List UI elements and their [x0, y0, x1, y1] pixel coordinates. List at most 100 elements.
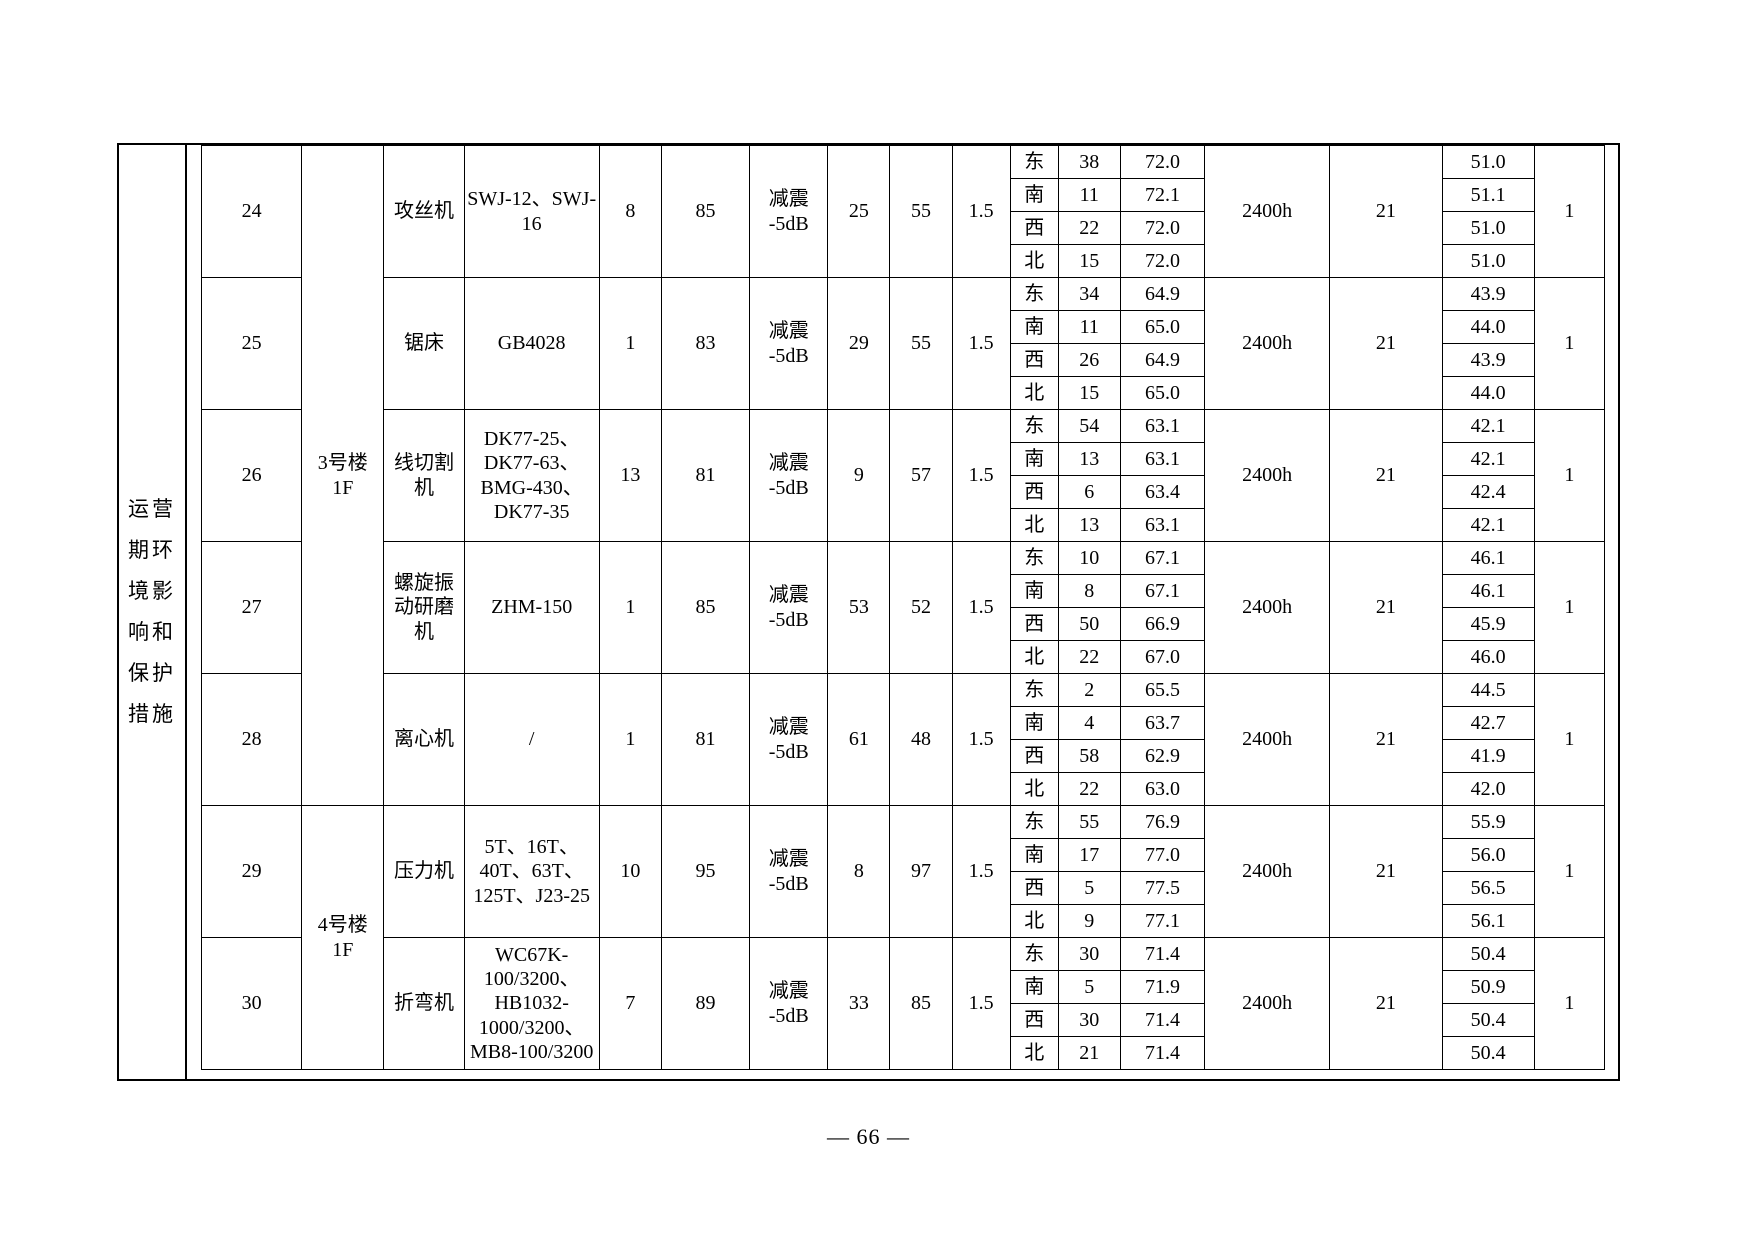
boundary-value-cell: 42.1: [1441, 409, 1535, 443]
direction-cell: 南: [1009, 442, 1059, 476]
standard-cell: 21: [1329, 673, 1443, 806]
value2-cell: 57: [889, 409, 953, 542]
count-cell: 1: [1533, 937, 1606, 1070]
distance-cell: 55: [1057, 805, 1121, 839]
machine-row-24-sub-1: 24 3号楼 1F 攻丝机 SWJ-12、SWJ-16 8 85 减震 -5dB 25 55 1.…: [200, 145, 1606, 806]
contribution-cell: 77.0: [1119, 838, 1206, 872]
source-noise-cell: 81: [660, 673, 751, 806]
distance-cell: 13: [1057, 442, 1121, 476]
distance-cell: 17: [1057, 838, 1121, 872]
distance-cell: 22: [1057, 211, 1121, 245]
contribution-cell: 64.9: [1119, 277, 1206, 311]
boundary-value-cell: 51.0: [1441, 145, 1535, 179]
value2-cell: 52: [889, 541, 953, 674]
machine-row-25-sub-1: 25 锯床 GB4028 1 83 减震 -5dB 29 55 1.5 东 34 64.9 2400h 2…: [200, 277, 1606, 410]
distance-cell: 38: [1057, 145, 1121, 179]
direction-cell: 北: [1009, 508, 1059, 542]
contribution-cell: 65.0: [1119, 310, 1206, 344]
machine-name-cell: 离心机: [383, 673, 465, 806]
count-cell: 1: [1533, 277, 1606, 410]
contribution-cell: 77.1: [1119, 904, 1206, 938]
contribution-cell: 71.4: [1119, 937, 1206, 971]
model-cell: ZHM-150: [463, 541, 600, 674]
table-frame: 运营 期环 境影 响和 保护 措施 24 3号楼 1F 攻丝机 SWJ-12、SWJ-…: [117, 143, 1620, 1081]
noise-table-body: 24 3号楼 1F 攻丝机 SWJ-12、SWJ-16 8 85 减震 -5dB 25 55 1.…: [200, 145, 1606, 1070]
distance-cell: 34: [1057, 277, 1121, 311]
value3-cell: 1.5: [951, 145, 1011, 278]
hours-cell: 2400h: [1204, 805, 1331, 938]
direction-cell: 东: [1009, 541, 1059, 575]
quantity-cell: 7: [598, 937, 662, 1070]
distance-cell: 30: [1057, 937, 1121, 971]
source-noise-cell: 95: [660, 805, 751, 938]
contribution-cell: 72.0: [1119, 244, 1206, 278]
contribution-cell: 72.1: [1119, 178, 1206, 212]
direction-cell: 南: [1009, 970, 1059, 1004]
boundary-value-cell: 55.9: [1441, 805, 1535, 839]
boundary-value-cell: 51.0: [1441, 211, 1535, 245]
machine-name-cell: 攻丝机: [383, 145, 465, 278]
boundary-value-cell: 44.5: [1441, 673, 1535, 707]
hours-cell: 2400h: [1204, 277, 1331, 410]
direction-cell: 西: [1009, 871, 1059, 905]
boundary-value-cell: 50.4: [1441, 937, 1535, 971]
measure-cell: 减震 -5dB: [749, 673, 829, 806]
direction-cell: 东: [1009, 805, 1059, 839]
measure-cell: 减震 -5dB: [749, 145, 829, 278]
value2-cell: 48: [889, 673, 953, 806]
direction-cell: 南: [1009, 574, 1059, 608]
standard-cell: 21: [1329, 937, 1443, 1070]
value3-cell: 1.5: [951, 805, 1011, 938]
value1-cell: 53: [827, 541, 891, 674]
direction-cell: 北: [1009, 376, 1059, 410]
direction-cell: 西: [1009, 211, 1059, 245]
boundary-value-cell: 41.9: [1441, 739, 1535, 773]
value2-cell: 55: [889, 145, 953, 278]
contribution-cell: 63.0: [1119, 772, 1206, 806]
direction-cell: 北: [1009, 904, 1059, 938]
contribution-cell: 71.4: [1119, 1003, 1206, 1037]
value3-cell: 1.5: [951, 277, 1011, 410]
distance-cell: 5: [1057, 970, 1121, 1004]
measure-cell: 减震 -5dB: [749, 805, 829, 938]
machine-row-29-sub-1: 29 4号楼 1F 压力机 5T、16T、40T、63T、 125T、J23-25 10…: [200, 805, 1606, 1070]
model-cell: /: [463, 673, 600, 806]
contribution-cell: 71.4: [1119, 1036, 1206, 1070]
machine-row-24-sub-3: 西 22 72.0 51.0: [202, 211, 1605, 245]
value1-cell: 61: [827, 673, 891, 806]
distance-cell: 13: [1057, 508, 1121, 542]
distance-cell: 15: [1057, 244, 1121, 278]
section-sidebar: 运营 期环 境影 响和 保护 措施: [119, 145, 187, 1079]
page-number: — 66 —: [827, 1124, 910, 1149]
machine-row-30-sub-1: 30 折弯机 WC67K-100/3200、HB1032-1000/3200、MB8…: [200, 937, 1606, 1070]
machine-row-30-sub-4: 北 21 71.4 50.4: [202, 1036, 1605, 1070]
machine-row-24-sub-4: 北 15 72.0 51.0: [202, 244, 1605, 278]
measure-cell: 减震 -5dB: [749, 277, 829, 410]
count-cell: 1: [1533, 673, 1606, 806]
hours-cell: 2400h: [1204, 145, 1331, 278]
contribution-cell: 63.1: [1119, 508, 1206, 542]
measure-cell: 减震 -5dB: [749, 541, 829, 674]
direction-cell: 北: [1009, 640, 1059, 674]
model-cell: DK77-25、DK77-63、BMG-430、DK77-35: [463, 409, 600, 542]
value2-cell: 97: [889, 805, 953, 938]
table-zone: 24 3号楼 1F 攻丝机 SWJ-12、SWJ-16 8 85 减震 -5dB 25 55 1.…: [187, 145, 1618, 1079]
machine-row-26-sub-2: 南 13 63.1 42.1: [202, 442, 1605, 476]
boundary-value-cell: 45.9: [1441, 607, 1535, 641]
boundary-value-cell: 46.1: [1441, 541, 1535, 575]
boundary-value-cell: 44.0: [1441, 310, 1535, 344]
direction-cell: 西: [1009, 739, 1059, 773]
boundary-value-cell: 43.9: [1441, 343, 1535, 377]
building-cell: 3号楼 1F: [301, 145, 385, 806]
value1-cell: 8: [827, 805, 891, 938]
machine-row-25-sub-4: 北 15 65.0 44.0: [202, 376, 1605, 410]
standard-cell: 21: [1329, 805, 1443, 938]
boundary-value-cell: 42.1: [1441, 508, 1535, 542]
machine-row-28-sub-4: 北 22 63.0 42.0: [202, 772, 1605, 806]
direction-cell: 南: [1009, 310, 1059, 344]
contribution-cell: 63.4: [1119, 475, 1206, 509]
source-noise-cell: 81: [660, 409, 751, 542]
machine-name-cell: 压力机: [383, 805, 465, 938]
hours-cell: 2400h: [1204, 409, 1331, 542]
